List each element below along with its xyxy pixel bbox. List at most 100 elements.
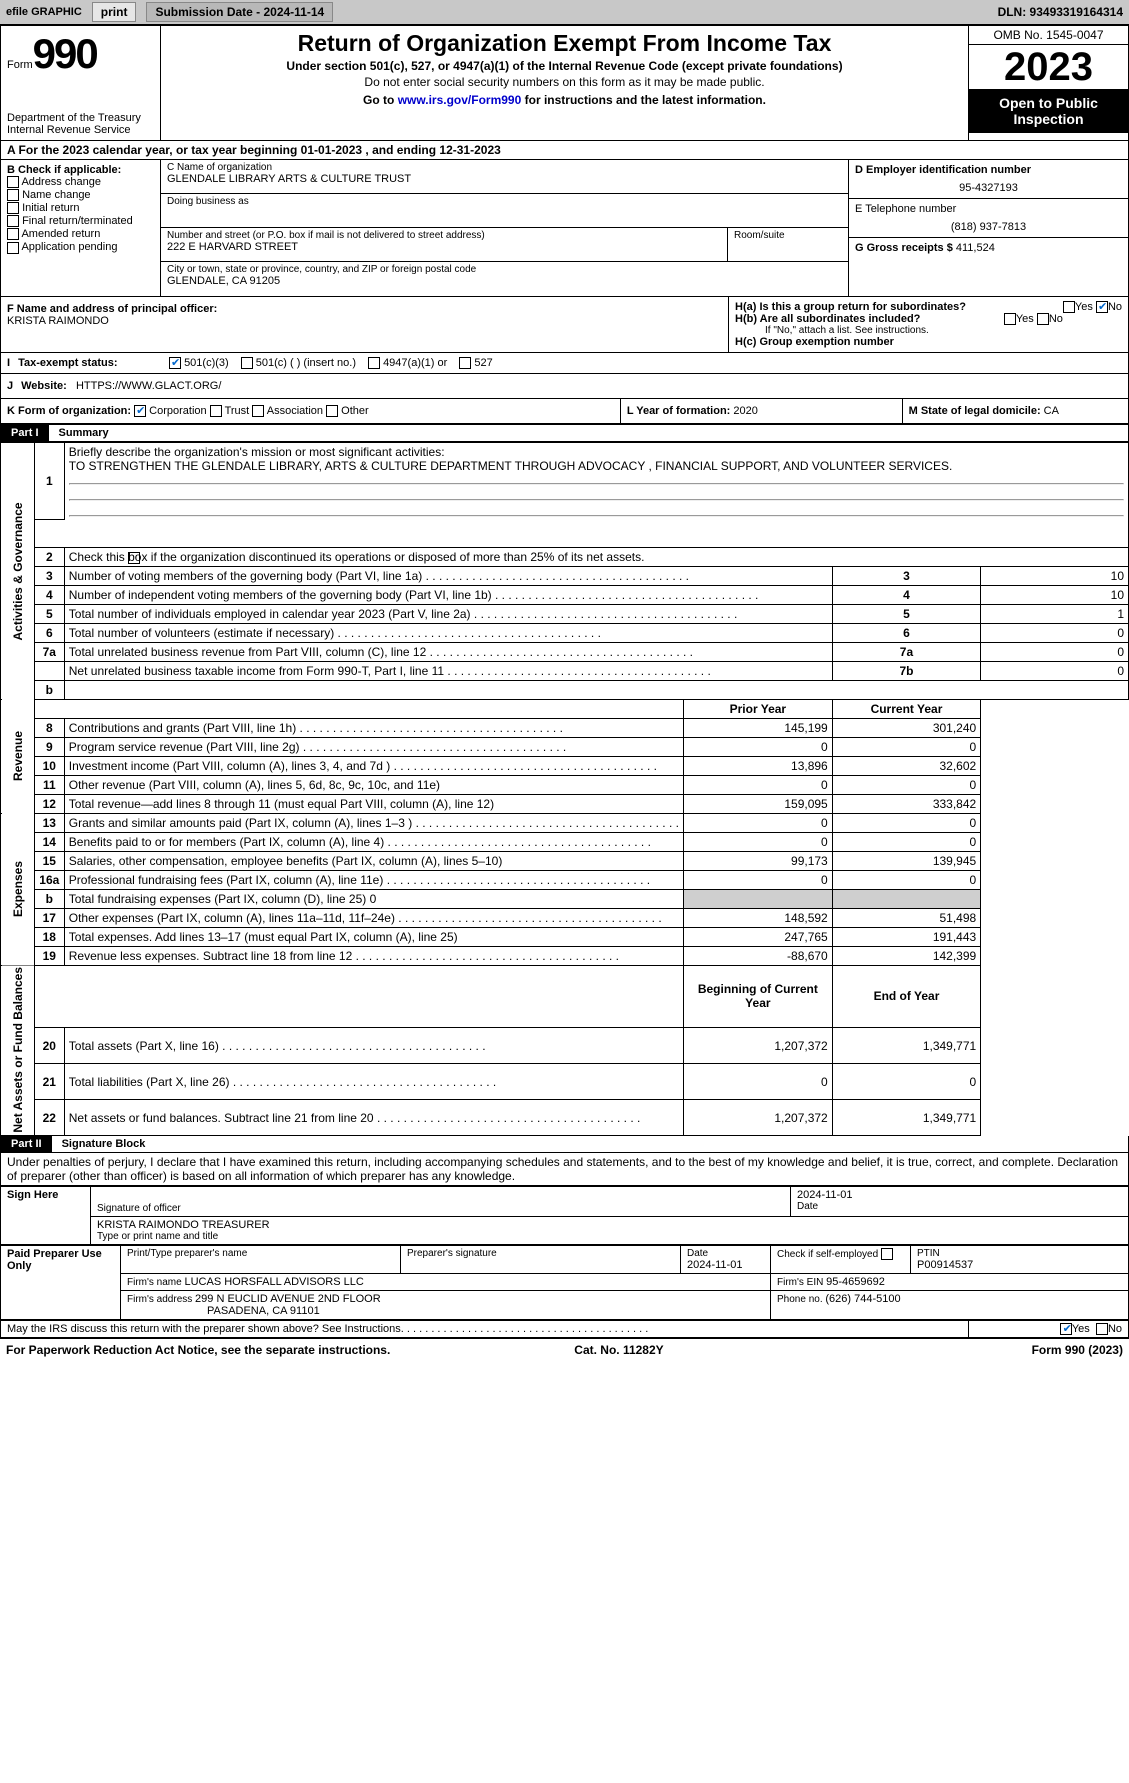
line-desc: Other revenue (Part VIII, column (A), li… [64, 775, 683, 794]
open-public-label: Open to Public Inspection [969, 89, 1128, 133]
period-end: 12-31-2023 [439, 143, 500, 157]
part-2-label: Part II [1, 1136, 52, 1152]
line-prior: 159,095 [683, 794, 832, 813]
goto-link[interactable]: www.irs.gov/Form990 [398, 93, 522, 107]
line-curr: 142,399 [832, 946, 980, 965]
col-prior-year: Prior Year [683, 699, 832, 718]
row-m: M State of legal domicile: CA [903, 399, 1128, 423]
goto-tail: for instructions and the latest informat… [521, 93, 766, 107]
h-a-label: H(a) Is this a group return for subordin… [735, 301, 966, 313]
line-desc-text: Number of independent voting members of … [69, 588, 492, 602]
street-row: Number and street (or P.O. box if mail i… [161, 228, 848, 262]
print-button[interactable]: print [92, 2, 137, 22]
chk-4947a1[interactable] [368, 357, 380, 369]
line-prior: 99,173 [683, 851, 832, 870]
chk-self-employed[interactable] [881, 1248, 893, 1260]
line-curr: 0 [832, 832, 980, 851]
chk-name-change-label: Name change [22, 189, 91, 201]
line-desc-text: Total revenue—add lines 8 through 11 (mu… [69, 797, 494, 811]
line-desc: Total expenses. Add lines 13–17 (must eq… [64, 927, 683, 946]
website-label: Website: [21, 380, 67, 392]
period-a-label: A For the 2023 calendar year, or tax yea… [7, 143, 301, 157]
chk-501c3[interactable] [169, 357, 181, 369]
line-curr: 139,945 [832, 851, 980, 870]
line-desc-text: Investment income (Part VIII, column (A)… [69, 759, 390, 773]
h-b-label: H(b) Are all subordinates included? [735, 313, 920, 325]
h-a-yes[interactable] [1063, 301, 1075, 313]
chk-corp[interactable] [134, 405, 146, 417]
form-subtitle-1: Under section 501(c), 527, or 4947(a)(1)… [169, 59, 960, 73]
chk-assoc[interactable] [252, 405, 264, 417]
chk-initial-return[interactable] [7, 202, 19, 214]
prep-date-label: Date [687, 1248, 764, 1259]
row-m-label: M State of legal domicile: [909, 405, 1044, 417]
chk-4947a1-label: 4947(a)(1) or [383, 357, 447, 369]
prep-name-cell: Print/Type preparer's name [121, 1246, 401, 1274]
line-1-text: TO STRENGTHEN THE GLENDALE LIBRARY, ARTS… [69, 459, 953, 473]
h-a-no[interactable] [1096, 301, 1108, 313]
discuss-yes[interactable] [1060, 1323, 1072, 1335]
line-box: 6 [832, 623, 980, 642]
chk-name-change[interactable] [7, 189, 19, 201]
chk-assoc-label: Association [267, 405, 323, 417]
line-num: b [34, 889, 64, 908]
suite-label: Room/suite [734, 230, 842, 241]
line-desc-text: Total unrelated business revenue from Pa… [69, 645, 427, 659]
chk-final-return[interactable] [7, 215, 19, 227]
ein-label: D Employer identification number [855, 164, 1122, 176]
line-num: 20 [34, 1028, 64, 1064]
discuss-text: May the IRS discuss this return with the… [7, 1323, 404, 1335]
h-b-yes[interactable] [1004, 313, 1016, 325]
h-c-row: H(c) Group exemption number [735, 336, 1122, 348]
rev-row: 9Program service revenue (Part VIII, lin… [1, 737, 1129, 756]
line-desc-text: Total number of volunteers (estimate if … [69, 626, 334, 640]
line-desc: Number of voting members of the governin… [64, 566, 832, 585]
omb-number: OMB No. 1545-0047 [969, 26, 1128, 45]
header-right: OMB No. 1545-0047 2023 Open to Public In… [968, 26, 1128, 140]
line-desc-text: Contributions and grants (Part VIII, lin… [69, 721, 296, 735]
chk-501c[interactable] [241, 357, 253, 369]
submission-date-label: Submission Date - 2024-11-14 [146, 2, 333, 22]
prep-date-cell: Date2024-11-01 [681, 1246, 771, 1274]
na-row: 20Total assets (Part X, line 16)1,207,37… [1, 1028, 1129, 1064]
city-value: GLENDALE, CA 91205 [167, 275, 842, 287]
chk-line-2[interactable] [128, 552, 140, 564]
line-num: 14 [34, 832, 64, 851]
line-prior: 0 [683, 832, 832, 851]
ein-value: 95-4327193 [855, 182, 1122, 194]
chk-trust[interactable] [210, 405, 222, 417]
line-curr: 0 [832, 1064, 980, 1100]
h-b-note: If "No," attach a list. See instructions… [735, 325, 1122, 336]
chk-amended-return[interactable] [7, 228, 19, 240]
line-prior: 0 [683, 775, 832, 794]
discuss-row: May the IRS discuss this return with the… [0, 1320, 1129, 1338]
chk-527[interactable] [459, 357, 471, 369]
city-label: City or town, state or province, country… [167, 264, 842, 275]
rev-row: 10Investment income (Part VIII, column (… [1, 756, 1129, 775]
dba-box: Doing business as [161, 194, 848, 228]
line-curr: 0 [832, 737, 980, 756]
sig-date-value: 2024-11-01 [797, 1189, 1122, 1201]
ag-row: 3Number of voting members of the governi… [1, 566, 1129, 585]
line-box: 7b [832, 661, 980, 680]
exp-row: 19Revenue less expenses. Subtract line 1… [1, 946, 1129, 965]
na-row: 22Net assets or fund balances. Subtract … [1, 1100, 1129, 1136]
rev-row: 8Contributions and grants (Part VIII, li… [1, 718, 1129, 737]
dln-label: DLN: 93493319164314 [998, 5, 1123, 19]
exp-row: 16aProfessional fundraising fees (Part I… [1, 870, 1129, 889]
goto-prefix: Go to [363, 93, 398, 107]
chk-app-pending[interactable] [7, 242, 19, 254]
side-label-exp: Expenses [1, 813, 35, 965]
line-desc-text: Grants and similar amounts paid (Part IX… [69, 816, 412, 830]
line-val: 0 [981, 623, 1129, 642]
chk-501c-label: 501(c) ( ) (insert no.) [256, 357, 356, 369]
line-box: 7a [832, 642, 980, 661]
line-2-num: 2 [34, 547, 64, 566]
chk-address-change[interactable] [7, 176, 19, 188]
city-box: City or town, state or province, country… [161, 262, 848, 296]
discuss-no[interactable] [1096, 1323, 1108, 1335]
h-b-no[interactable] [1037, 313, 1049, 325]
chk-other[interactable] [326, 405, 338, 417]
line-desc: Investment income (Part VIII, column (A)… [64, 756, 683, 775]
line-num: 11 [34, 775, 64, 794]
